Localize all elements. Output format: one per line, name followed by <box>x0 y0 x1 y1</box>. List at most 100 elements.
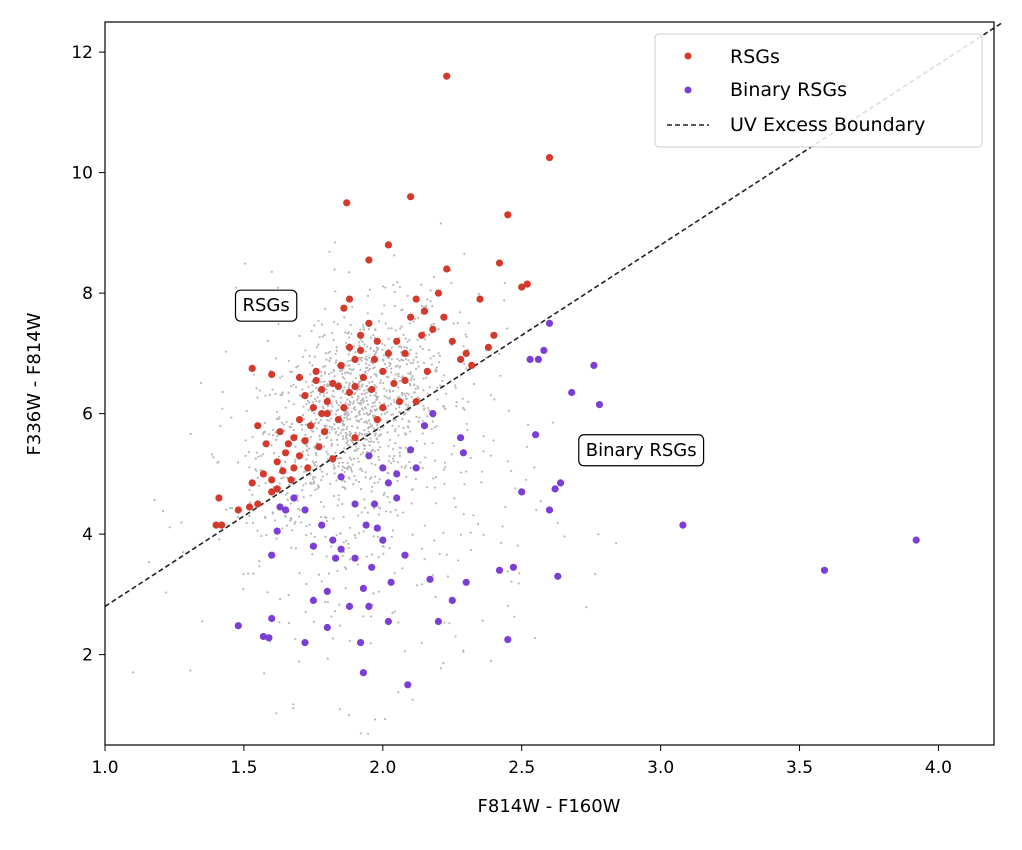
background-point <box>274 431 277 434</box>
y-tick-label: 12 <box>71 43 93 63</box>
background-point <box>499 374 502 377</box>
rsg-point <box>476 295 484 303</box>
background-point <box>379 446 382 449</box>
rsg-point <box>304 464 312 472</box>
background-point <box>368 412 371 416</box>
rsg-point <box>337 361 345 369</box>
background-point <box>345 416 348 419</box>
background-point <box>388 547 391 550</box>
background-point <box>301 489 304 492</box>
background-point <box>563 535 566 538</box>
background-point <box>347 542 350 546</box>
background-point <box>366 511 369 514</box>
background-point <box>382 382 385 385</box>
background-point <box>359 368 362 371</box>
background-point <box>384 286 387 289</box>
background-point <box>413 378 416 381</box>
background-point <box>331 637 335 640</box>
background-point <box>318 400 321 403</box>
rsg-point <box>318 385 326 394</box>
background-point <box>354 408 357 411</box>
background-point <box>351 425 354 428</box>
background-point <box>300 521 303 524</box>
background-point <box>429 300 432 303</box>
background-point <box>383 344 386 347</box>
background-point <box>426 415 429 418</box>
background-point <box>377 434 380 438</box>
binary-rsg-point <box>351 500 359 508</box>
background-point <box>405 392 408 395</box>
background-point <box>325 437 328 440</box>
background-point <box>386 411 389 414</box>
background-point <box>255 387 258 390</box>
background-point <box>401 308 404 311</box>
binary-rsg-point <box>337 545 345 553</box>
binary-rsg-point <box>365 452 373 460</box>
background-point <box>517 582 520 585</box>
background-point <box>375 398 378 401</box>
background-point <box>352 457 356 460</box>
rsg-point <box>462 349 470 357</box>
background-point <box>365 362 368 365</box>
background-point <box>285 421 288 424</box>
rsg-point <box>384 349 392 357</box>
background-point <box>375 438 378 441</box>
background-point <box>397 691 400 694</box>
background-point <box>344 587 347 590</box>
background-point <box>363 343 366 346</box>
background-point <box>325 473 329 476</box>
background-point <box>369 394 372 397</box>
background-point <box>404 403 408 406</box>
background-point <box>369 642 372 645</box>
binary-rsg-point <box>532 431 540 439</box>
background-point <box>341 435 344 438</box>
rsg-point <box>523 280 531 288</box>
rsg-point <box>351 355 359 363</box>
background-point <box>408 352 411 355</box>
background-point <box>357 514 360 517</box>
background-point <box>320 374 323 377</box>
background-point <box>369 422 372 425</box>
background-point <box>396 479 399 483</box>
background-point <box>360 385 363 388</box>
background-point <box>308 447 311 450</box>
rsg-point <box>407 313 415 321</box>
background-point <box>315 451 318 454</box>
background-point <box>359 401 362 405</box>
legend-boundary-label: UV Excess Boundary <box>730 114 925 136</box>
background-point <box>251 493 254 496</box>
binary-rsg-point <box>351 554 359 562</box>
rsg-point <box>357 346 365 354</box>
background-point <box>506 570 509 573</box>
background-point <box>442 405 445 408</box>
background-point <box>322 407 325 410</box>
background-point <box>348 364 351 367</box>
background-point <box>287 593 290 597</box>
background-point <box>456 322 459 325</box>
background-point <box>417 420 420 423</box>
background-point <box>351 463 354 466</box>
background-point <box>271 434 275 437</box>
background-point <box>421 467 424 470</box>
rsg-point <box>457 355 465 363</box>
background-point <box>311 364 314 367</box>
binary-rsg-point <box>393 494 401 502</box>
background-point <box>256 529 259 532</box>
background-point <box>539 500 542 503</box>
background-point <box>342 438 345 441</box>
background-point <box>317 422 320 425</box>
background-point <box>252 572 255 575</box>
background-point <box>387 459 390 463</box>
plot-frame <box>104 21 995 746</box>
background-point <box>298 394 302 397</box>
background-point <box>330 402 333 405</box>
background-point <box>345 427 348 431</box>
background-point <box>324 307 327 310</box>
background-point <box>280 394 283 397</box>
binary-rsg-point <box>509 563 517 571</box>
rsg-point <box>307 422 315 430</box>
background-point <box>485 356 488 359</box>
background-point <box>426 406 429 410</box>
background-point <box>394 365 397 368</box>
background-point <box>319 418 322 422</box>
